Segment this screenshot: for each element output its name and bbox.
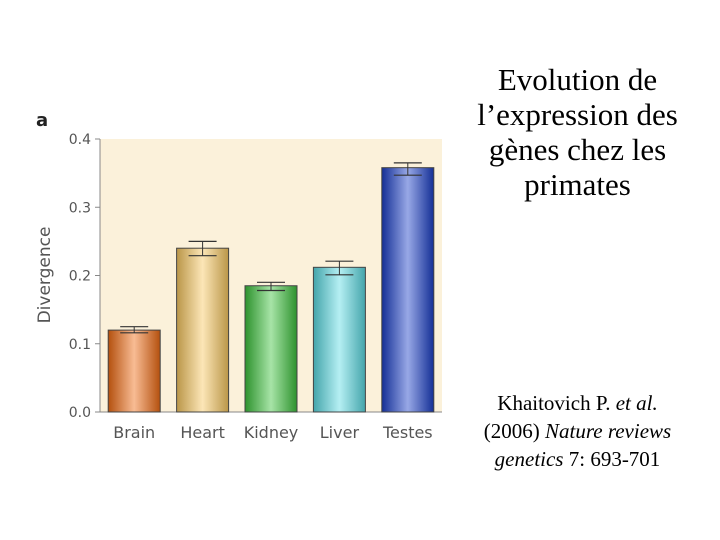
x-tick-label-heart: Heart — [180, 423, 225, 442]
citation-journal: Nature reviews — [545, 419, 672, 443]
x-tick-label-testes: Testes — [382, 423, 433, 442]
citation-volume: 7 — [568, 447, 580, 471]
title-line: l’expression des — [477, 97, 678, 132]
citation-authors: Khaitovich P. — [497, 391, 616, 415]
y-tick-label: 0.3 — [69, 200, 91, 216]
bars — [107, 162, 435, 413]
citation-etal: et al. — [615, 391, 658, 415]
y-tick-label: 0.2 — [69, 269, 91, 285]
citation-year: (2006) — [483, 419, 546, 443]
citation-line-3: genetics 7: 693-701 — [455, 445, 700, 473]
x-tick-label-liver: Liver — [320, 423, 360, 442]
y-tick-label: 0.1 — [69, 337, 91, 353]
bar-heart — [176, 247, 230, 413]
x-tick-label-brain: Brain — [113, 423, 155, 442]
slide-title: Evolution de l’expression des gènes chez… — [455, 62, 700, 202]
citation-journal-cont: genetics — [494, 447, 569, 471]
title-line: Evolution de — [497, 62, 658, 97]
bar-kidney — [244, 285, 298, 413]
bar-testes — [381, 167, 435, 413]
title-line: primates — [524, 167, 631, 202]
panel-label: a — [36, 110, 48, 131]
title-line: gènes chez les — [488, 132, 667, 167]
y-tick-label: 0.4 — [69, 132, 91, 148]
bar-chart: a 0.0 0.1 0.2 0.3 0.4 Brain Heart Kidney Liver T… — [35, 110, 442, 442]
y-tick-label: 0.0 — [69, 405, 91, 421]
bar-liver — [312, 266, 366, 413]
citation-pages: : 693-701 — [579, 447, 661, 471]
bar-brain — [107, 329, 161, 413]
y-axis-label: Divergence — [35, 227, 55, 324]
citation-line-1: Khaitovich P. et al. — [455, 389, 700, 417]
citation-line-2: (2006) Nature reviews — [455, 417, 700, 445]
x-axis-labels: Brain Heart Kidney Liver Testes — [113, 423, 432, 442]
citation: Khaitovich P. et al. (2006) Nature revie… — [455, 389, 700, 473]
x-tick-label-kidney: Kidney — [244, 423, 299, 442]
